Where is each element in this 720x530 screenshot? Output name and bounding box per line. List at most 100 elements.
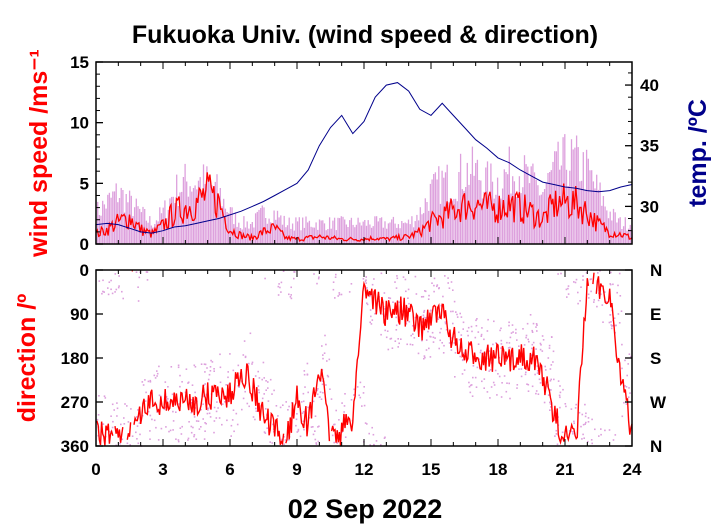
direction-point xyxy=(136,438,138,440)
direction-point xyxy=(295,418,298,421)
direction-point xyxy=(326,374,329,377)
direction-point xyxy=(334,423,336,426)
direction-point xyxy=(627,363,629,365)
direction-point xyxy=(149,438,151,440)
direction-point xyxy=(191,384,194,386)
direction-point xyxy=(535,323,538,325)
direction-point xyxy=(406,343,408,346)
direction-point xyxy=(630,355,632,358)
direction-point xyxy=(508,321,510,324)
direction-point xyxy=(617,313,620,315)
direction-point xyxy=(478,358,480,360)
direction-line xyxy=(126,422,132,440)
direction-point xyxy=(549,368,552,370)
direction-point xyxy=(512,331,514,333)
direction-point xyxy=(366,303,369,306)
direction-point xyxy=(394,340,397,342)
direction-point xyxy=(114,291,116,293)
direction-point xyxy=(205,394,208,396)
direction-point xyxy=(396,277,399,280)
direction-point xyxy=(123,417,125,419)
direction-point xyxy=(541,350,544,352)
direction-point xyxy=(113,409,115,411)
direction-point xyxy=(461,373,464,375)
direction-point xyxy=(612,324,614,327)
direction-point xyxy=(149,430,151,432)
y-tick-label: 5 xyxy=(80,174,89,193)
direction-point xyxy=(122,297,124,300)
direction-point xyxy=(550,378,552,381)
direction-point xyxy=(232,369,235,372)
direction-point xyxy=(480,349,482,352)
direction-point xyxy=(387,348,390,351)
direction-point xyxy=(549,389,551,391)
direction-point xyxy=(433,277,436,280)
direction-point xyxy=(329,388,331,390)
direction-point xyxy=(553,378,555,381)
direction-point xyxy=(160,427,163,430)
direction-point xyxy=(151,418,153,421)
direction-point xyxy=(564,403,567,405)
direction-point xyxy=(573,422,575,425)
direction-point xyxy=(153,419,156,422)
direction-point xyxy=(483,387,485,389)
direction-point xyxy=(202,395,204,398)
direction-point xyxy=(549,380,552,382)
x-tick-label: 12 xyxy=(355,460,374,479)
direction-point xyxy=(482,353,485,355)
direction-point xyxy=(371,426,373,429)
direction-point xyxy=(353,394,355,396)
direction-point xyxy=(315,443,318,445)
direction-point xyxy=(158,394,161,397)
direction-point xyxy=(438,347,440,350)
direction-point xyxy=(343,405,346,407)
direction-point xyxy=(120,423,122,426)
direction-point xyxy=(366,302,368,304)
direction-point xyxy=(164,406,167,409)
direction-point xyxy=(316,282,318,285)
direction-point xyxy=(623,401,625,404)
direction-point xyxy=(344,436,347,438)
direction-point xyxy=(103,395,106,397)
direction-point xyxy=(332,281,335,283)
direction-point xyxy=(572,433,574,435)
direction-point xyxy=(373,278,375,280)
direction-point xyxy=(194,366,197,368)
direction-point xyxy=(269,378,272,381)
direction-point xyxy=(213,420,216,422)
direction-point xyxy=(559,406,561,409)
direction-point xyxy=(462,352,465,354)
direction-point xyxy=(131,435,134,437)
direction-point xyxy=(258,391,260,394)
direction-point xyxy=(328,358,331,361)
direction-point xyxy=(557,380,560,382)
direction-point xyxy=(216,401,218,403)
direction-point xyxy=(322,391,324,394)
direction-point xyxy=(107,293,110,296)
direction-point xyxy=(343,411,345,413)
direction-point xyxy=(427,330,429,333)
direction-point xyxy=(547,394,550,396)
direction-point xyxy=(229,353,231,355)
direction-point xyxy=(618,322,621,324)
direction-point xyxy=(269,441,271,443)
direction-point xyxy=(302,420,305,423)
direction-point xyxy=(590,439,593,441)
direction-point xyxy=(400,338,402,340)
direction-point xyxy=(359,396,362,399)
temperature-axis: 30 35 40 xyxy=(625,72,659,232)
direction-point xyxy=(321,383,324,386)
direction-point xyxy=(579,300,581,302)
direction-point xyxy=(255,410,258,412)
direction-point xyxy=(215,417,218,419)
direction-point xyxy=(591,418,593,421)
direction-point xyxy=(452,310,454,313)
direction-point xyxy=(172,420,175,422)
direction-point xyxy=(304,386,306,388)
direction-point xyxy=(271,393,273,395)
direction-point xyxy=(389,338,392,340)
direction-point xyxy=(285,401,287,403)
direction-point xyxy=(507,347,510,349)
direction-point xyxy=(179,427,182,429)
